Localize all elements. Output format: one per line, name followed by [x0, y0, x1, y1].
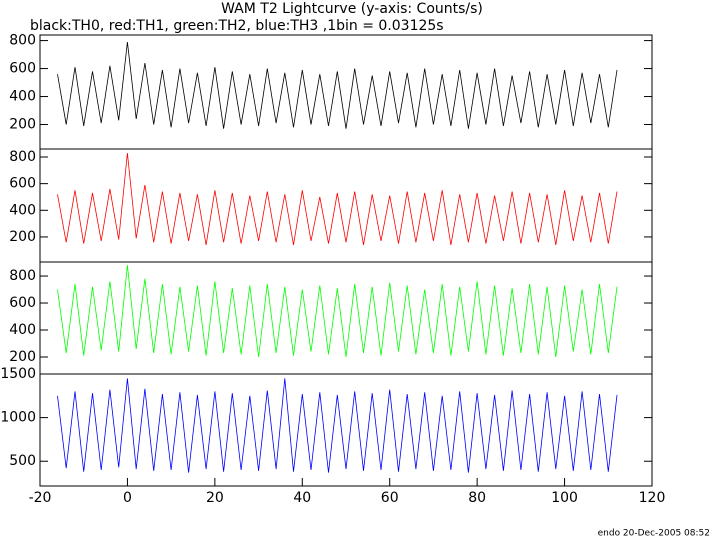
lightcurve [57, 378, 618, 473]
y-tick-label: 200 [9, 117, 36, 133]
y-tick-label: 800 [9, 33, 36, 49]
lightcurve [57, 152, 618, 245]
x-tick-label: 120 [639, 490, 666, 506]
x-tick-label: 40 [293, 490, 311, 506]
x-tick-label: -20 [29, 490, 52, 506]
y-tick-label: 1000 [0, 410, 36, 426]
y-tick-label: 1500 [0, 366, 36, 382]
y-tick-label: 500 [9, 453, 36, 469]
y-tick-label: 200 [9, 349, 36, 365]
y-tick-label: 200 [9, 229, 36, 245]
chart-subtitle: black:TH0, red:TH1, green:TH2, blue:TH3 … [30, 18, 444, 34]
y-tick-label: 400 [9, 202, 36, 218]
y-tick-label: 600 [9, 295, 36, 311]
x-tick-label: 100 [551, 490, 578, 506]
y-tick-label: 400 [9, 322, 36, 338]
x-tick-label: 80 [468, 490, 486, 506]
lightcurve [57, 265, 618, 358]
y-tick-label: 600 [9, 61, 36, 77]
x-tick-label: 0 [123, 490, 132, 506]
footer: endo 20-Dec-2005 08:52 [598, 529, 710, 539]
lightcurve [57, 41, 618, 129]
x-tick-label: 60 [381, 490, 399, 506]
panel-frame [39, 373, 653, 487]
y-tick-label: 800 [9, 268, 36, 284]
y-tick-label: 800 [9, 149, 36, 165]
y-tick-label: 600 [9, 176, 36, 192]
x-tick-label: 20 [206, 490, 224, 506]
panel-frame [39, 148, 653, 263]
y-tick-label: 400 [9, 89, 36, 105]
panel-frame [39, 34, 653, 150]
chart-title: WAM T2 Lightcurve (y-axis: Counts/s) [221, 1, 483, 17]
